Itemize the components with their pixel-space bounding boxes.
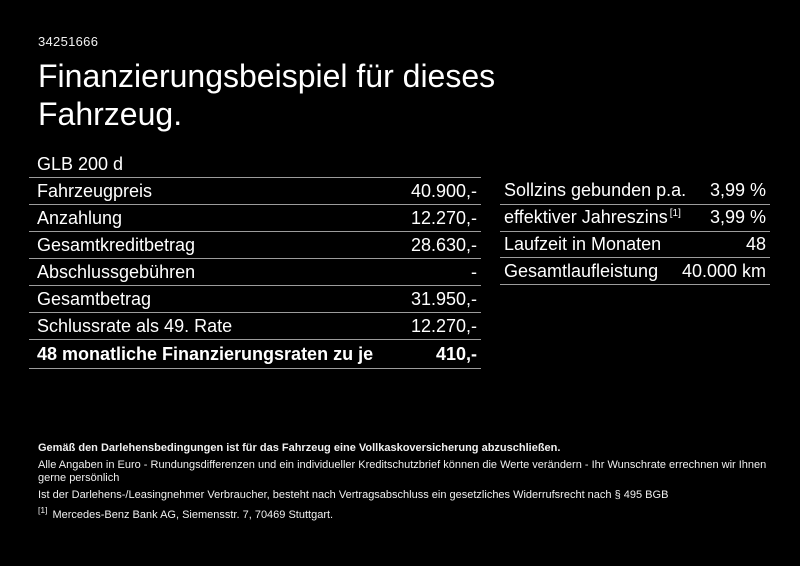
- row-value: 31.950,-: [410, 288, 477, 309]
- row-label: Schlussrate als 49. Rate: [37, 315, 233, 336]
- row-value: 40.000 km: [681, 260, 766, 281]
- row-value: 28.630,-: [410, 234, 477, 255]
- footnote-marker: [1]: [38, 505, 48, 516]
- table-row-closing-fees: Abschlussgebühren -: [29, 259, 481, 286]
- table-row-total-mileage: Gesamtlaufleistung 40.000 km: [500, 258, 770, 285]
- row-label: Gesamtkreditbetrag: [37, 234, 196, 255]
- fine-print-withdrawal-note: Ist der Darlehens-/Leasingnehmer Verbrau…: [38, 489, 669, 501]
- row-value: 12.270,-: [410, 315, 477, 336]
- row-label: Fahrzeugpreis: [37, 180, 153, 201]
- row-label: 48 monatliche Finanzierungsraten zu je: [37, 343, 374, 364]
- row-label: Abschlussgebühren: [37, 261, 196, 282]
- row-label: Gesamtlaufleistung: [504, 260, 659, 281]
- row-label: Sollzins gebunden p.a.: [504, 180, 687, 201]
- row-value: 12.270,-: [410, 207, 477, 228]
- row-label-text: effektiver Jahreszins: [504, 207, 668, 228]
- table-row-term-months: Laufzeit in Monaten 48: [500, 232, 770, 259]
- table-row-model: GLB 200 d: [29, 151, 481, 178]
- table-row-total-credit: Gesamtkreditbetrag 28.630,-: [29, 232, 481, 259]
- row-label: Anzahlung: [37, 207, 123, 228]
- table-row-down-payment: Anzahlung 12.270,-: [29, 205, 481, 232]
- row-value: 3,99 %: [709, 180, 766, 201]
- page-title: Finanzierungsbeispiel für dieses Fahrzeu…: [38, 58, 496, 132]
- finance-table: GLB 200 d Fahrzeugpreis 40.900,- Anzahlu…: [29, 151, 481, 369]
- row-label: effektiver Jahreszins [1]: [504, 207, 681, 228]
- table-row-final-installment: Schlussrate als 49. Rate 12.270,-: [29, 313, 481, 340]
- footnote-marker: [1]: [669, 208, 681, 220]
- row-value: 40.900,-: [410, 180, 477, 201]
- fine-print-euro-note: Alle Angaben in Euro - Rundungsdifferenz…: [38, 459, 767, 484]
- row-value: 48: [745, 233, 766, 254]
- table-row-effective-interest: effektiver Jahreszins [1] 3,99 %: [500, 205, 770, 232]
- bank-footnote: [1] Mercedes-Benz Bank AG, Siemensstr. 7,…: [38, 506, 783, 522]
- row-label: Gesamtbetrag: [37, 288, 152, 309]
- table-row-total-amount: Gesamtbetrag 31.950,-: [29, 286, 481, 313]
- fine-print-insurance-note: Gemäß den Darlehensbedingungen ist für d…: [38, 442, 561, 454]
- bank-footnote-text: Mercedes-Benz Bank AG, Siemensstr. 7, 70…: [52, 509, 334, 521]
- table-row-nominal-interest: Sollzins gebunden p.a. 3,99 %: [500, 178, 770, 205]
- row-value: 410,-: [435, 343, 477, 364]
- model-name: GLB 200 d: [37, 153, 124, 174]
- vehicle-id: 34251666: [38, 34, 99, 49]
- fine-print: Gemäß den Darlehensbedingungen ist für d…: [38, 442, 783, 526]
- table-row-monthly-rate: 48 monatliche Finanzierungsraten zu je 4…: [29, 340, 481, 369]
- row-value: -: [471, 261, 477, 282]
- table-row-vehicle-price: Fahrzeugpreis 40.900,-: [29, 178, 481, 205]
- conditions-table: Sollzins gebunden p.a. 3,99 % effektiver…: [500, 178, 770, 285]
- row-value: 3,99 %: [709, 207, 766, 228]
- row-label: Laufzeit in Monaten: [504, 233, 662, 254]
